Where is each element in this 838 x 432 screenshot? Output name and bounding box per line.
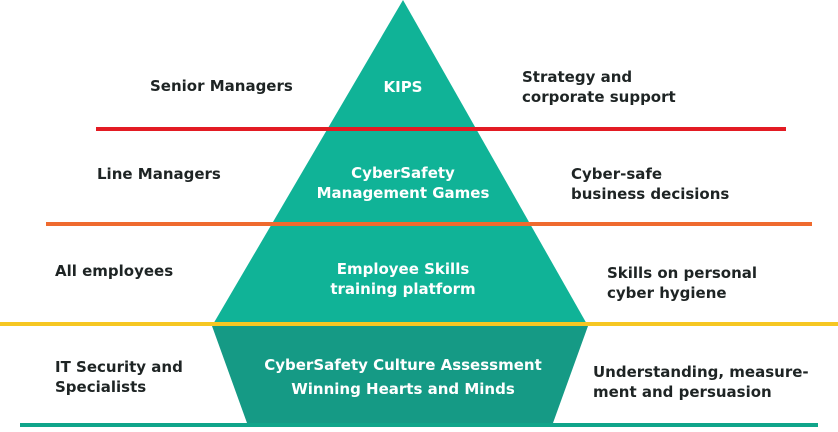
program-label-kips: KIPS <box>303 77 503 97</box>
program-text-line2: training platform <box>330 280 476 298</box>
outcome-text-line1: Understanding, measure- <box>593 363 809 381</box>
program-label-skills-platform: Employee Skills training platform <box>278 259 528 299</box>
audience-text-line2: Specialists <box>55 378 147 396</box>
level-divider-employees <box>0 322 838 326</box>
outcome-label-persuasion: Understanding, measure- ment and persuas… <box>593 362 809 402</box>
audience-text: All employees <box>55 262 174 280</box>
audience-text: Senior Managers <box>150 77 293 95</box>
program-label-management-games: CyberSafety Management Games <box>278 163 528 203</box>
pyramid-base-trapezoid <box>212 326 588 423</box>
outcome-text-line2: ment and persuasion <box>593 383 772 401</box>
outcome-label-business-decisions: Cyber-safe business decisions <box>571 164 729 204</box>
outcome-label-strategy: Strategy and corporate support <box>522 67 676 107</box>
audience-label-it-security: IT Security and Specialists <box>55 357 183 397</box>
program-text-line1: CyberSafety <box>351 164 455 182</box>
outcome-text-line1: Cyber-safe <box>571 165 663 183</box>
outcome-text-line2: business decisions <box>571 185 730 203</box>
program-text-line2: Management Games <box>316 184 490 202</box>
program-text-line1: Employee Skills <box>336 260 470 278</box>
outcome-text-line2: corporate support <box>522 88 676 106</box>
audience-text-line1: IT Security and <box>55 358 183 376</box>
level-divider-line-managers <box>46 222 812 226</box>
program-text: KIPS <box>383 78 423 96</box>
audience-label-line-managers: Line Managers <box>97 164 221 184</box>
program-text-line2: Winning Hearts and Minds <box>291 380 515 398</box>
outcome-text-line2: cyber hygiene <box>607 284 727 302</box>
outcome-label-cyber-hygiene: Skills on personal cyber hygiene <box>607 263 757 303</box>
program-label-culture-assessment: CyberSafety Culture Assessment Winning H… <box>248 355 558 399</box>
bottom-divider <box>20 423 818 427</box>
program-text-line1: CyberSafety Culture Assessment <box>264 356 542 374</box>
audience-label-senior-managers: Senior Managers <box>150 76 293 96</box>
audience-text: Line Managers <box>97 165 221 183</box>
audience-label-all-employees: All employees <box>55 261 173 281</box>
pyramid-shape <box>212 0 588 326</box>
outcome-text-line1: Skills on personal <box>607 264 758 282</box>
level-divider-senior <box>96 127 786 131</box>
outcome-text-line1: Strategy and <box>522 68 633 86</box>
